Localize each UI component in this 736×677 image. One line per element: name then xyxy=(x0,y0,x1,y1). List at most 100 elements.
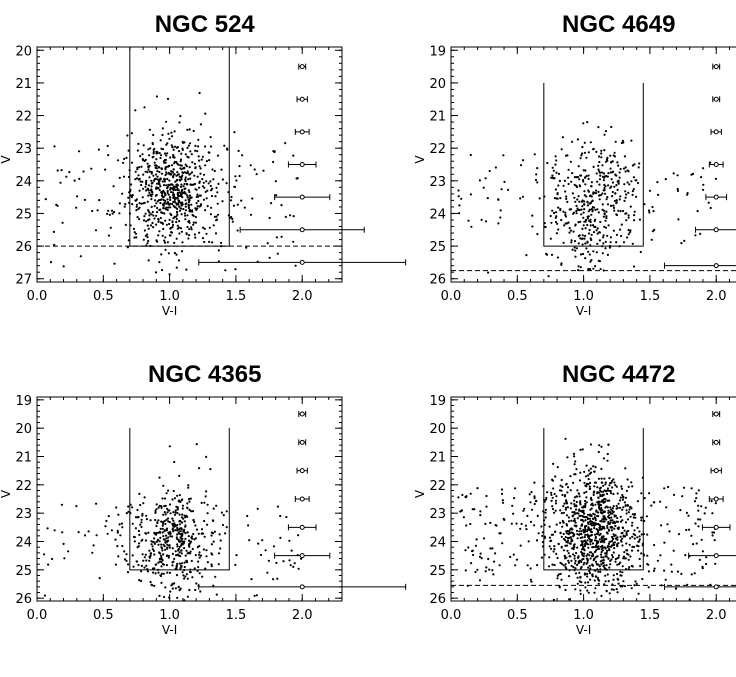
data-point xyxy=(96,209,99,212)
data-point xyxy=(152,571,155,574)
data-point xyxy=(607,172,610,175)
data-point xyxy=(180,250,184,253)
data-point xyxy=(166,511,169,514)
data-point xyxy=(603,209,606,212)
data-point xyxy=(161,222,165,225)
data-point xyxy=(567,520,571,523)
data-point xyxy=(558,489,562,492)
data-point xyxy=(604,240,607,243)
data-point xyxy=(117,555,120,558)
data-point xyxy=(574,508,578,511)
data-point xyxy=(141,196,144,199)
data-point xyxy=(219,547,222,550)
data-point xyxy=(107,515,110,518)
data-point xyxy=(482,537,486,540)
data-point xyxy=(216,202,219,205)
data-point xyxy=(663,569,666,572)
y-tick-label: 24 xyxy=(15,536,32,551)
data-point xyxy=(555,159,558,162)
data-point xyxy=(246,514,249,518)
data-point xyxy=(665,506,668,509)
data-point xyxy=(564,211,567,214)
data-point xyxy=(162,207,165,210)
error-point xyxy=(713,64,719,70)
data-point xyxy=(474,544,477,547)
data-point xyxy=(677,533,681,536)
data-point xyxy=(268,216,271,220)
data-point xyxy=(183,514,186,517)
data-point xyxy=(182,530,185,533)
data-point xyxy=(583,200,586,203)
data-point xyxy=(188,552,192,555)
data-point xyxy=(123,550,126,553)
data-point xyxy=(603,149,606,152)
data-point xyxy=(603,564,606,567)
data-point xyxy=(196,546,199,549)
data-point xyxy=(570,239,573,242)
data-point xyxy=(597,126,600,129)
data-point xyxy=(598,524,601,527)
data-point xyxy=(202,198,205,201)
data-point xyxy=(165,202,168,205)
data-point xyxy=(480,218,483,221)
data-point xyxy=(627,228,630,232)
data-point xyxy=(180,164,183,167)
data-point xyxy=(636,536,639,539)
data-point xyxy=(592,231,596,234)
data-point xyxy=(153,531,156,535)
data-point xyxy=(627,558,630,561)
data-point xyxy=(606,524,609,528)
data-point xyxy=(597,505,601,508)
data-point xyxy=(174,587,177,590)
data-point xyxy=(174,550,177,553)
data-point xyxy=(582,531,585,534)
error-bars xyxy=(198,411,407,590)
data-point xyxy=(190,226,193,229)
error-point xyxy=(713,227,719,233)
data-point xyxy=(603,541,606,544)
data-point xyxy=(178,562,181,565)
data-point xyxy=(187,156,190,159)
data-point xyxy=(179,527,183,530)
data-point xyxy=(83,534,87,537)
data-point xyxy=(558,179,562,183)
data-point xyxy=(176,173,179,176)
data-point xyxy=(151,181,154,184)
data-point xyxy=(184,209,187,212)
data-point xyxy=(119,534,122,537)
data-point xyxy=(131,203,134,206)
data-point xyxy=(186,196,189,199)
data-point xyxy=(625,219,628,222)
data-point xyxy=(149,147,152,150)
data-point xyxy=(533,153,536,156)
data-point xyxy=(178,474,181,477)
data-point xyxy=(564,588,567,592)
data-point xyxy=(160,167,163,171)
data-point xyxy=(616,161,619,164)
data-point xyxy=(583,544,587,547)
data-point xyxy=(573,513,576,516)
data-point xyxy=(638,540,641,543)
data-point xyxy=(118,212,121,215)
data-point xyxy=(632,176,636,179)
data-point xyxy=(174,509,177,512)
data-point xyxy=(600,152,603,155)
data-point xyxy=(159,536,162,540)
data-point xyxy=(601,525,604,528)
data-point xyxy=(551,563,554,566)
data-point xyxy=(602,535,605,538)
data-point xyxy=(616,545,619,548)
data-point xyxy=(600,509,603,512)
data-point xyxy=(582,557,585,561)
data-point xyxy=(190,228,193,231)
data-point xyxy=(709,206,712,210)
data-point xyxy=(550,491,553,494)
data-point xyxy=(153,217,156,220)
data-point xyxy=(180,534,183,538)
data-point xyxy=(595,523,598,526)
data-point xyxy=(222,514,225,517)
data-point xyxy=(603,546,607,549)
data-point xyxy=(125,559,128,563)
data-point xyxy=(566,456,569,459)
